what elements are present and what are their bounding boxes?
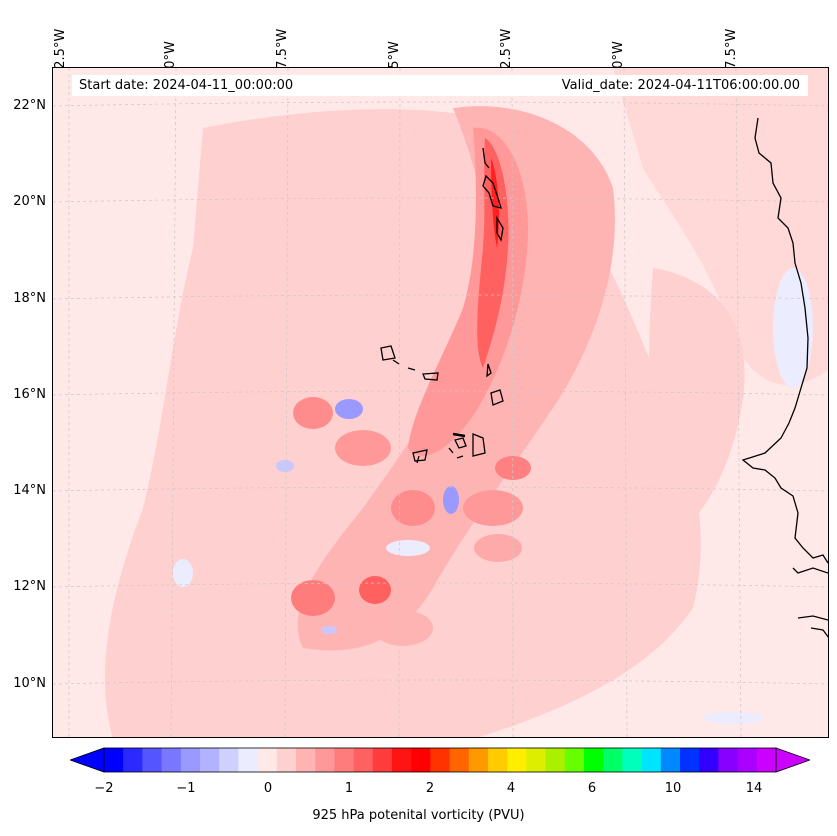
pv-patch [359,576,391,604]
pv-patch [463,490,523,526]
colorbar-segment [564,748,585,772]
pv-patch [335,430,391,466]
colorbar-tick-label: −1 [176,781,196,796]
pv-negative-patch [386,540,430,556]
pv-negative-patch [173,559,193,587]
colorbar-border [103,747,777,773]
colorbar-segment [238,748,259,772]
colorbar-segment [430,748,451,772]
colorbar-tick-label: −2 [94,781,114,796]
map-panel [52,67,829,738]
colorbar-segment [219,748,239,772]
graticule [53,68,828,737]
colorbar-segment [392,748,412,772]
pv-region-light [613,68,828,385]
colorbar-segment [603,748,623,772]
colorbar-segment [468,748,489,772]
colorbar-segment [641,748,662,772]
pv-field [53,68,828,737]
colorbar-segment [680,748,700,772]
colorbar-segment [718,748,739,772]
colorbar-segment [737,748,758,772]
colorbar-segment [315,748,335,772]
colorbar-segment [411,748,431,772]
lat-label: 14°N [13,483,46,498]
pv-patch [474,534,522,562]
colorbar-segment [488,748,508,772]
colorbar-tick-label: 1 [344,781,354,796]
lat-label: 20°N [13,194,46,209]
valid-date-label: Valid_date: 2024-04-11T06:00:00.00 [561,78,800,93]
colorbar-segment [104,748,124,772]
colorbar-segment [449,748,470,772]
lat-label: 10°N [13,676,46,691]
colorbar-segment [276,748,297,772]
colorbar-segment [526,748,547,772]
colorbar-segment [123,748,143,772]
pv-negative-patch [703,712,763,724]
pv-negative-patch [321,626,337,634]
lat-label: 18°N [13,291,46,306]
lat-label: 22°N [13,98,46,113]
colorbar [70,747,810,773]
colorbar-segment [334,748,355,772]
pv-patch [291,580,335,616]
pv-patch [391,490,435,526]
pv-patch [373,610,433,646]
pv-patch [293,397,333,429]
colorbar-tick-label: 2 [425,781,435,796]
pv-negative-patch [276,460,294,472]
pv-region-strong [477,138,509,368]
colorbar-tick-label: 6 [587,781,597,796]
pv-patch [495,456,531,480]
colorbar-segment [507,748,527,772]
colorbar-segment [660,748,681,772]
colorbar-segment [142,748,163,772]
colorbar-segment [200,748,220,772]
colorbar-segment [372,748,393,772]
colorbar-segment [161,748,182,772]
lat-label: 12°N [13,579,46,594]
colorbar-segment [257,748,278,772]
colorbar-extend-high [775,747,810,773]
date-header: Start date: 2024-04-11_00:00:00 Valid_da… [72,75,808,96]
colorbar-segment [756,748,777,772]
colorbar-tick-label: 0 [263,781,273,796]
colorbar-extend-low [70,747,105,773]
colorbar-segment [584,748,604,772]
colorbar-tick-label: 10 [664,781,682,796]
colorbar-segment [699,748,719,772]
colorbar-segment [180,748,201,772]
pv-negative-patch [443,486,459,514]
pv-region-light [649,268,745,538]
colorbar-segment [622,748,643,772]
colorbar-tick-label: 14 [745,781,763,796]
colorbar-segment [353,748,374,772]
start-date-label: Start date: 2024-04-11_00:00:00 [79,78,294,93]
coastline [380,117,828,638]
lat-label: 16°N [13,387,46,402]
colorbar-tick-label: 4 [506,781,516,796]
pv-negative-patch [335,399,363,419]
colorbar-segment [545,748,566,772]
colorbar-label: 925 hPa potenital vorticity (PVU) [312,808,525,823]
colorbar-segment [296,748,316,772]
